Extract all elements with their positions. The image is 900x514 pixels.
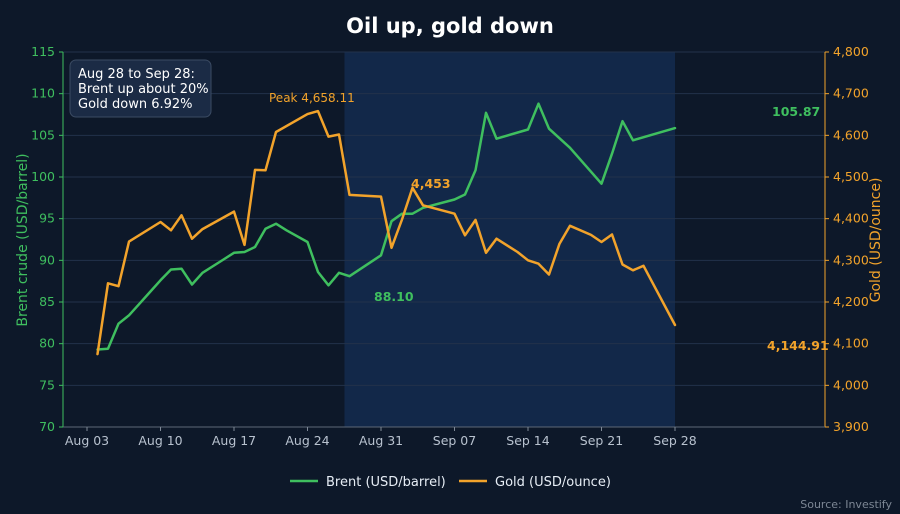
left-tick-label: 70 [39,419,55,434]
note-line-3: Gold down 6.92% [78,97,193,112]
right-axis-ticks: 3,900 4,000 4,100 4,200 4,300 4,400 4,500 4,600… [825,44,869,434]
x-axis-ticks: Aug 03 Aug 10 Aug 17 Aug 24 Aug 31 Sep 07 Sep … [65,427,697,448]
note-line-1: Aug 28 to Sep 28: [78,67,195,82]
gold-mid-label: 4,453 [411,176,451,191]
brent-end-label: 105.87 [772,104,820,119]
left-tick-label: 80 [39,336,55,351]
source-note: Source: Investify [800,498,892,511]
left-tick-label: 85 [39,294,55,309]
left-tick-label: 115 [31,44,55,59]
left-axis-label: Brent crude (USD/barrel) [15,153,31,326]
right-tick-label: 4,000 [833,377,869,392]
gold-end-label: 4,144.91 [767,338,829,353]
right-tick-label: 4,300 [833,252,869,267]
gold-line [96,109,677,356]
right-tick-label: 4,800 [833,44,869,59]
right-tick-label: 4,700 [833,86,869,101]
x-tick-label: Aug 24 [285,433,329,448]
x-tick-label: Aug 31 [359,433,403,448]
series-lines [96,102,677,356]
x-tick-label: Sep 07 [433,433,476,448]
legend-brent-label: Brent (USD/barrel) [326,475,446,490]
brent-low-label: 88.10 [374,289,414,304]
right-tick-label: 4,600 [833,127,869,142]
left-tick-label: 75 [39,377,55,392]
x-tick-label: Sep 21 [580,433,623,448]
left-tick-label: 105 [31,127,55,142]
note-box-background [69,59,212,118]
left-tick-label: 100 [31,169,55,184]
left-tick-label: 110 [31,86,55,101]
right-tick-label: 4,200 [833,294,869,309]
x-tick-label: Aug 10 [138,433,182,448]
note-box: Aug 28 to Sep 28: Brent up about 20% Gol… [69,59,212,118]
x-tick-label: Sep 28 [653,433,696,448]
x-tick-label: Aug 17 [212,433,256,448]
left-tick-label: 90 [39,252,55,267]
right-tick-label: 3,900 [833,419,869,434]
right-tick-label: 4,500 [833,169,869,184]
x-tick-label: Aug 03 [65,433,109,448]
left-axis-ticks: 70 75 80 85 90 95 100 105 110 115 [31,44,63,434]
left-tick-label: 95 [39,211,55,226]
note-line-2: Brent up about 20% [78,82,209,97]
right-tick-label: 4,100 [833,336,869,351]
brent-line [96,102,677,351]
chart-title: Oil up, gold down [346,14,554,38]
right-axis-label: Gold (USD/ounce) [868,178,884,303]
legend: Brent (USD/barrel) Gold (USD/ounce) [290,475,611,490]
gold-peak-label: Peak 4,658.11 [269,91,355,105]
legend-gold-label: Gold (USD/ounce) [495,475,611,490]
highlight-band [344,52,675,427]
x-tick-label: Sep 14 [506,433,549,448]
right-tick-label: 4,400 [833,211,869,226]
